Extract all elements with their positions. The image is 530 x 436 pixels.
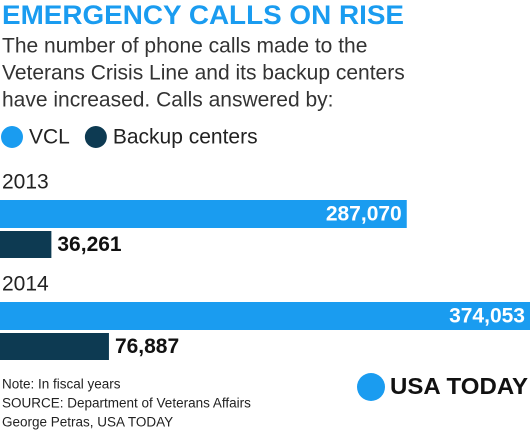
subtitle-line: Veterans Crisis Line and its backup cent… xyxy=(2,62,405,85)
value-label: 374,053 xyxy=(449,305,525,328)
bar xyxy=(0,302,530,330)
logo-mark xyxy=(357,373,385,401)
value-label: 36,261 xyxy=(57,233,122,256)
bar xyxy=(0,333,109,360)
logo: USA TODAY xyxy=(390,373,528,399)
subtitle-line: The number of phone calls made to the xyxy=(2,35,367,58)
credit: George Petras, USA TODAY xyxy=(2,415,173,430)
category-label: 2013 xyxy=(2,171,49,194)
chart-title: EMERGENCY CALLS ON RISE xyxy=(2,0,404,30)
value-label: 287,070 xyxy=(326,203,402,226)
bar xyxy=(0,200,407,228)
legend-label: VCL xyxy=(29,126,70,149)
bar xyxy=(0,231,52,258)
legend-label: Backup centers xyxy=(113,126,258,149)
subtitle-line: have increased. Calls answered by: xyxy=(2,89,334,112)
note: Note: In fiscal years xyxy=(2,377,121,392)
source: SOURCE: Department of Veterans Affairs xyxy=(2,396,251,411)
value-label: 76,887 xyxy=(115,335,179,358)
legend-swatch xyxy=(84,126,107,148)
category-label: 2014 xyxy=(2,273,49,296)
legend-swatch xyxy=(1,126,23,148)
